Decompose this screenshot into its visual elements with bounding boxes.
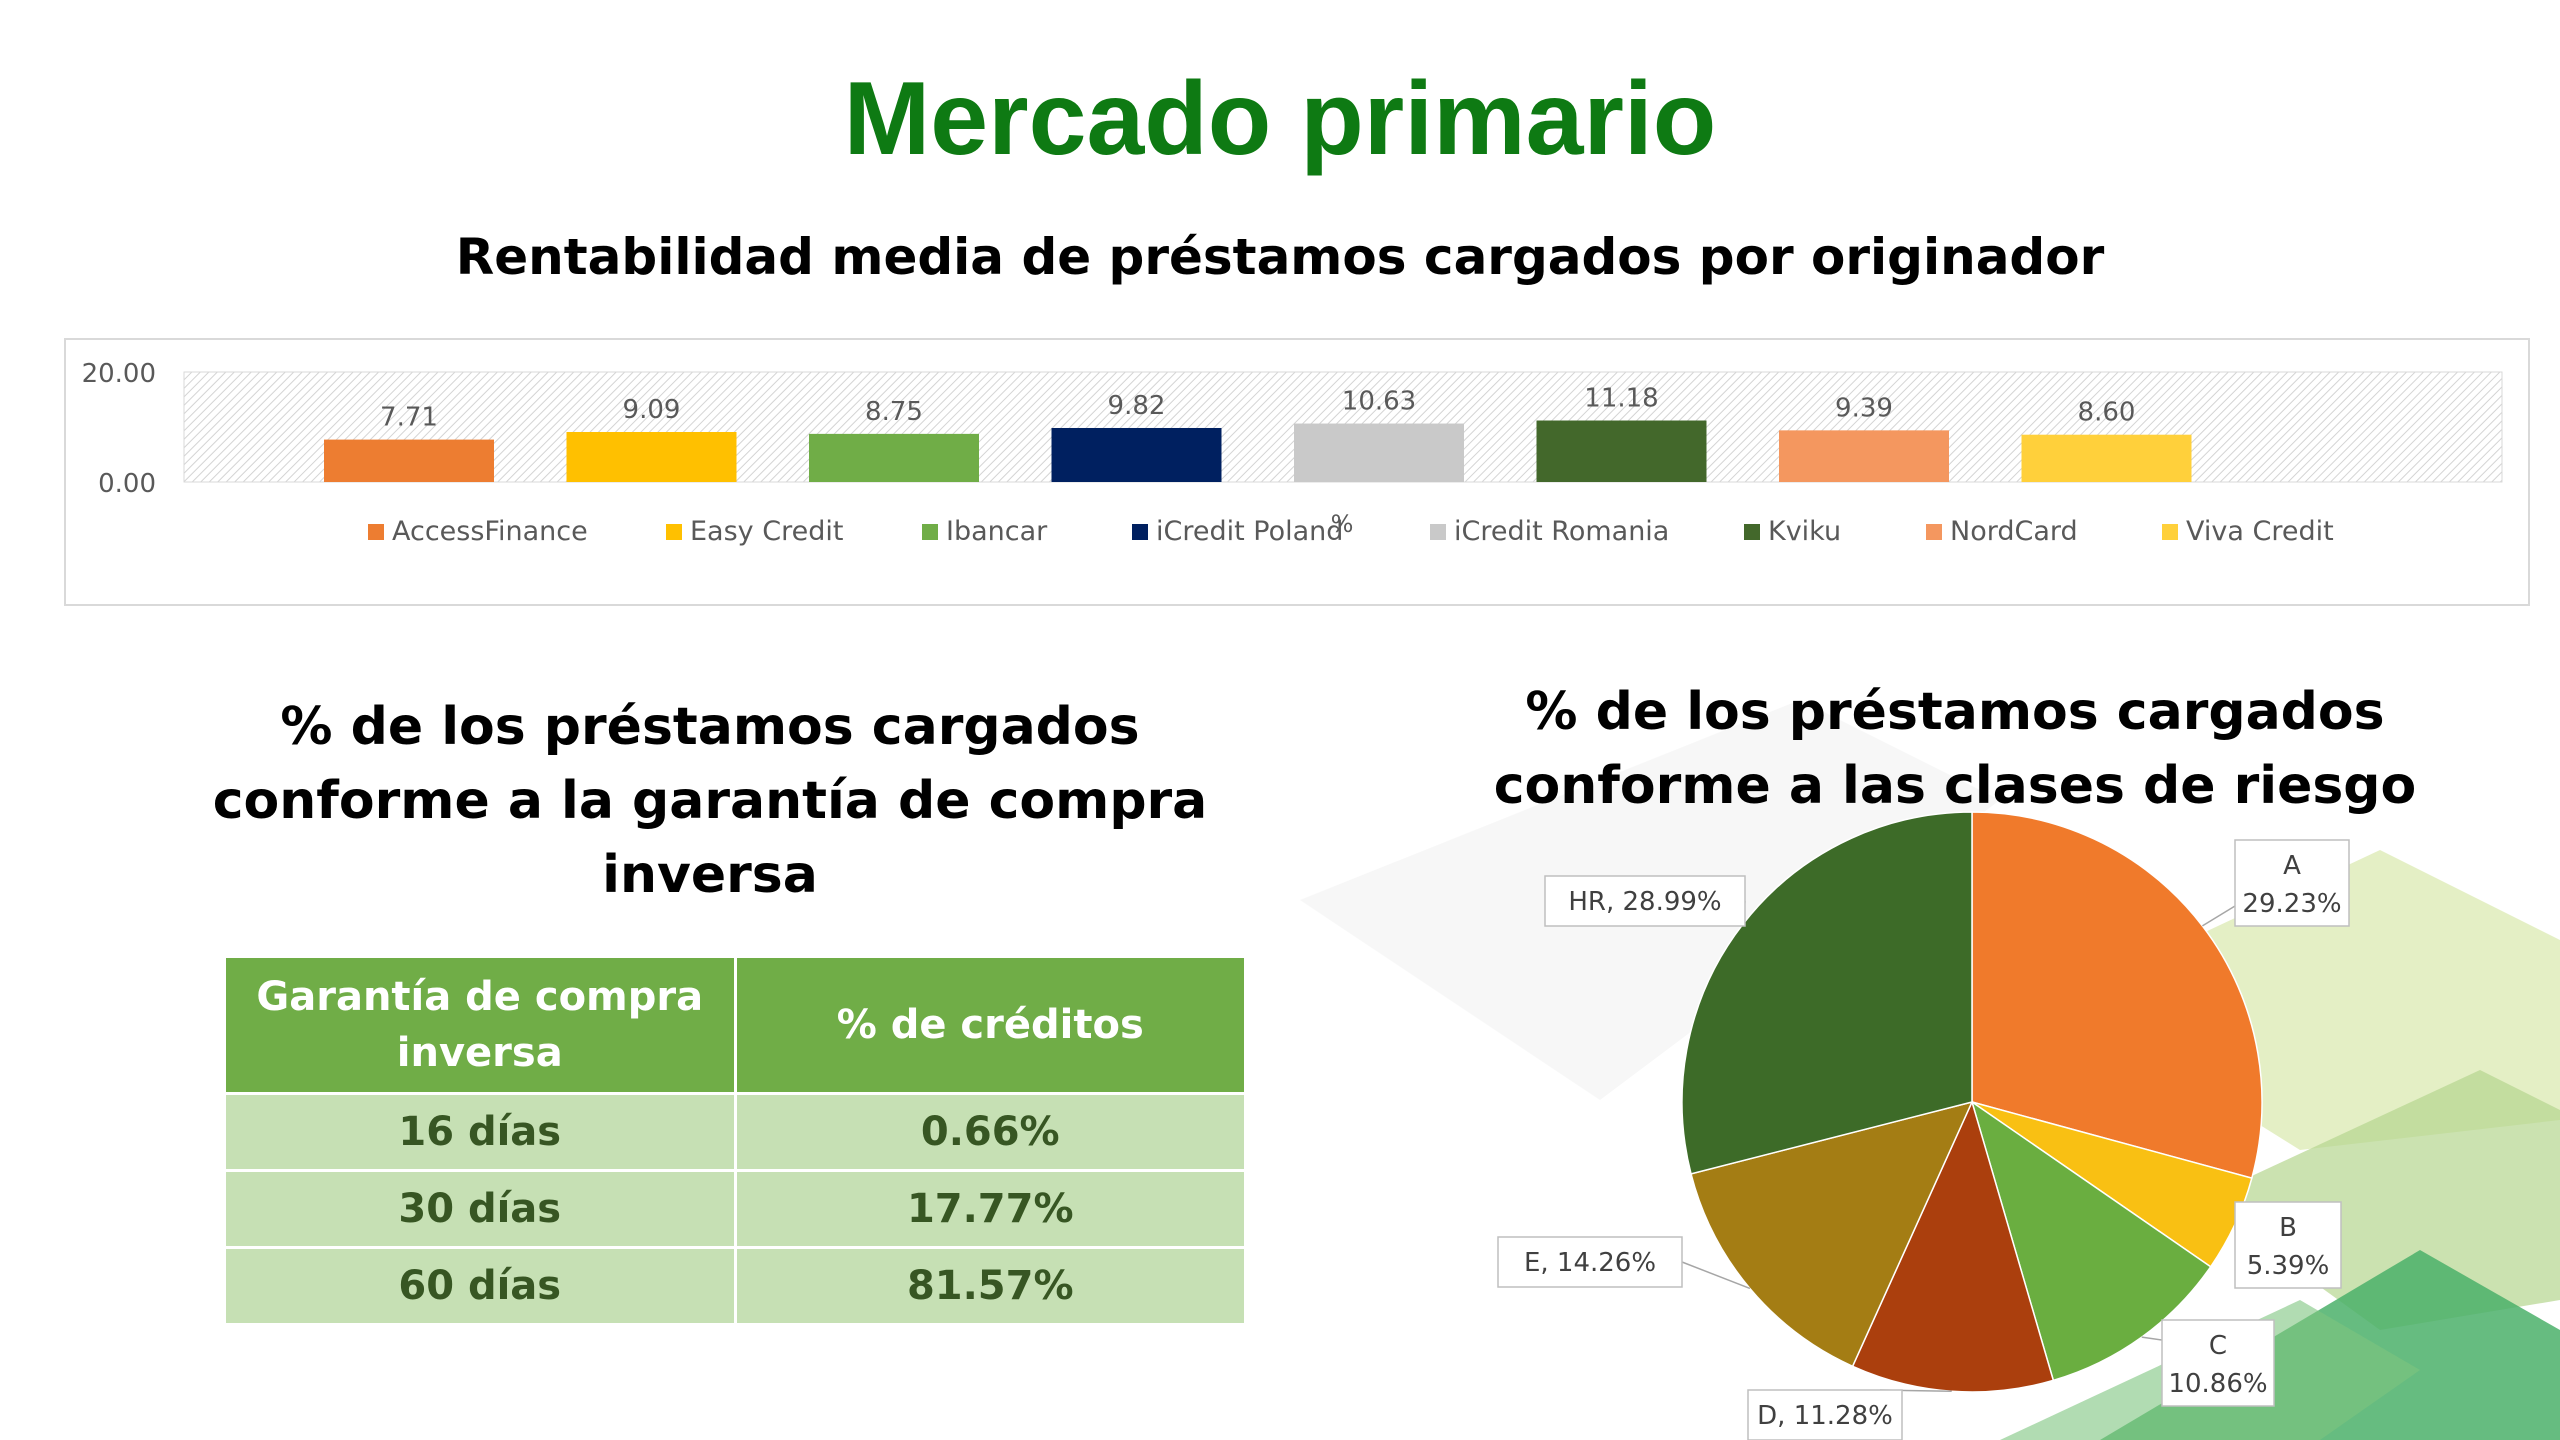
- pie-label: E, 14.26%: [1524, 1248, 1656, 1278]
- pie-label-box: [1497, 1236, 1683, 1288]
- bar-chart-title: Rentabilidad media de préstamos cargados…: [455, 228, 2105, 286]
- y-tick-label: 0.00: [98, 469, 156, 499]
- bar-chart: 0.00 20.00 7.71 9.09 8.75 9.82 10.63 11.18 9.39 8…: [82, 359, 2503, 547]
- pie-leader-line: [1681, 1261, 1751, 1290]
- pie-label-category: B: [2279, 1213, 2297, 1243]
- bar: [2021, 434, 2192, 482]
- pie-section-title: % de los préstamos cargados conforme a l…: [1493, 682, 2417, 816]
- bar: [1294, 423, 1464, 482]
- pie-label-value: 14.26%: [1557, 1248, 1656, 1278]
- table-row: 30 días 17.77%: [223, 1169, 1247, 1249]
- table-row: 60 días 81.57%: [223, 1246, 1247, 1326]
- legend-label: Easy Credit: [690, 516, 843, 547]
- bar: [1779, 430, 1949, 482]
- legend-swatch: [1744, 524, 1760, 540]
- table-cell-percent: 0.66%: [733, 1092, 1247, 1172]
- table-header-guarantee: Garantía de compra inversa: [223, 955, 737, 1095]
- legend-label: Ibancar: [946, 516, 1048, 547]
- pie-label-category: A: [2283, 851, 2301, 881]
- pie-slice: [1690, 1100, 1974, 1368]
- pie-label-category: D,: [1757, 1401, 1794, 1431]
- bar-data-label: 9.39: [1835, 393, 1893, 423]
- pie-label-box: [2234, 1201, 2342, 1289]
- pie-chart: A 29.23% B 5.39% C 10.86% D, 11.28% E, 14.26% HR…: [1497, 811, 2350, 1440]
- y-tick-label: 20.00: [82, 359, 156, 389]
- table-header-row: Garantía de compra inversa % de créditos: [223, 955, 1247, 1095]
- bar-data-label: 7.71: [380, 403, 438, 433]
- pie-label-box: [2161, 1319, 2275, 1407]
- legend-swatch: [666, 524, 682, 540]
- pie-label: HR, 28.99%: [1568, 887, 1721, 917]
- bar: [324, 439, 494, 482]
- pie-label-category: C: [2209, 1331, 2227, 1361]
- pie-leader-line: [2141, 1336, 2163, 1341]
- page-title: Mercado primario: [843, 61, 1717, 177]
- legend-swatch: [1430, 524, 1446, 540]
- bar-data-label: 11.18: [1584, 384, 1658, 414]
- pie-label-value: 28.99%: [1623, 887, 1722, 917]
- bar-data-label: 9.82: [1108, 391, 1166, 421]
- table-cell-percent: 17.77%: [733, 1169, 1247, 1249]
- table-header-credits: % de créditos: [733, 955, 1247, 1095]
- legend-swatch: [1132, 524, 1148, 540]
- table-cell-guarantee: 30 días: [223, 1169, 737, 1249]
- legend-swatch: [1926, 524, 1942, 540]
- bar-data-label: 10.63: [1342, 387, 1416, 417]
- pie-label: D, 11.28%: [1757, 1401, 1893, 1431]
- buyback-guarantee-table: Garantía de compra inversa % de créditos…: [223, 955, 1247, 1326]
- legend-label: iCredit Romania: [1454, 516, 1669, 547]
- table-cell-percent: 81.57%: [733, 1246, 1247, 1326]
- bar: [809, 433, 979, 482]
- table-row: 16 días 0.66%: [223, 1092, 1247, 1172]
- bar: [1051, 427, 1222, 482]
- legend-label: Kviku: [1768, 516, 1841, 547]
- pie-label-category: E,: [1524, 1248, 1557, 1278]
- legend-label: AccessFinance: [392, 516, 588, 547]
- bar-data-label: 8.75: [865, 397, 923, 427]
- legend-label: NordCard: [1950, 516, 2078, 547]
- pie-label-box: [1544, 875, 1746, 927]
- pie-label-value: 29.23%: [2242, 889, 2341, 919]
- pie-label-box: [1747, 1389, 1903, 1440]
- table-cell-guarantee: 16 días: [223, 1092, 737, 1172]
- pie-label-value: 11.28%: [1794, 1401, 1893, 1431]
- bar-data-label: 9.09: [623, 395, 681, 425]
- legend-label: iCredit Poland: [1156, 516, 1343, 547]
- bar: [1536, 420, 1707, 482]
- pie-leader-line: [2202, 905, 2236, 927]
- bar: [566, 432, 737, 482]
- table-section-title: % de los préstamos cargados conforme a l…: [212, 697, 1208, 905]
- pie-slice: [1851, 1099, 2055, 1393]
- pie-label-box: [2234, 839, 2350, 927]
- legend-label: Viva Credit: [2186, 516, 2334, 547]
- x-axis-label: %: [1331, 510, 1354, 538]
- legend-swatch: [368, 524, 384, 540]
- legend-swatch: [2162, 524, 2178, 540]
- bar-data-label: 8.60: [2078, 398, 2136, 428]
- pie-slice: [1970, 1100, 2212, 1382]
- table-cell-guarantee: 60 días: [223, 1246, 737, 1326]
- pie-label-category: HR,: [1568, 887, 1622, 917]
- pie-label-value: 5.39%: [2247, 1251, 2330, 1281]
- legend-swatch: [922, 524, 938, 540]
- pie-label-value: 10.86%: [2168, 1369, 2267, 1399]
